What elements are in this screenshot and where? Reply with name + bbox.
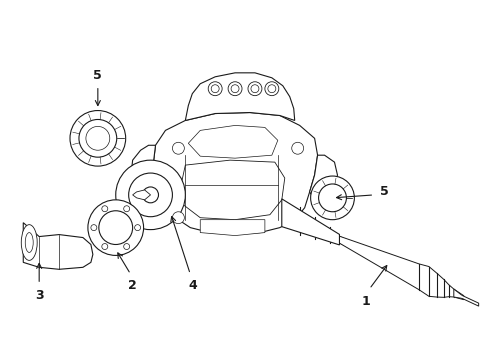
Polygon shape: [185, 73, 294, 121]
Circle shape: [86, 126, 110, 150]
Circle shape: [102, 206, 108, 212]
Circle shape: [265, 82, 279, 96]
Polygon shape: [131, 145, 164, 210]
Polygon shape: [152, 113, 318, 234]
Circle shape: [248, 82, 262, 96]
Ellipse shape: [25, 233, 33, 252]
Polygon shape: [200, 220, 265, 235]
Polygon shape: [133, 190, 150, 200]
Circle shape: [311, 176, 354, 220]
Circle shape: [172, 212, 184, 224]
Circle shape: [135, 225, 141, 231]
Circle shape: [172, 142, 184, 154]
Polygon shape: [23, 223, 93, 269]
Circle shape: [318, 184, 346, 212]
Polygon shape: [180, 160, 285, 220]
Text: 4: 4: [189, 279, 197, 292]
Circle shape: [99, 211, 133, 244]
Text: 2: 2: [128, 279, 137, 292]
Polygon shape: [454, 289, 479, 306]
Circle shape: [123, 244, 130, 249]
Polygon shape: [340, 236, 419, 280]
Circle shape: [129, 173, 172, 217]
Circle shape: [91, 225, 97, 231]
Text: 5: 5: [380, 185, 389, 198]
Polygon shape: [340, 236, 464, 300]
Circle shape: [79, 120, 117, 157]
Circle shape: [292, 142, 304, 154]
Ellipse shape: [21, 225, 37, 260]
Circle shape: [228, 82, 242, 96]
Circle shape: [292, 212, 304, 224]
Polygon shape: [188, 125, 278, 158]
Polygon shape: [282, 199, 340, 245]
Circle shape: [268, 85, 276, 93]
Circle shape: [231, 85, 239, 93]
Circle shape: [251, 85, 259, 93]
Text: 5: 5: [94, 69, 102, 82]
Text: 1: 1: [362, 294, 370, 307]
Circle shape: [88, 200, 144, 255]
Circle shape: [70, 111, 125, 166]
Text: 3: 3: [35, 289, 44, 302]
Circle shape: [116, 160, 185, 230]
Circle shape: [143, 187, 158, 203]
Circle shape: [208, 82, 222, 96]
Polygon shape: [310, 155, 338, 200]
Circle shape: [102, 244, 108, 249]
Circle shape: [123, 206, 130, 212]
Circle shape: [211, 85, 219, 93]
